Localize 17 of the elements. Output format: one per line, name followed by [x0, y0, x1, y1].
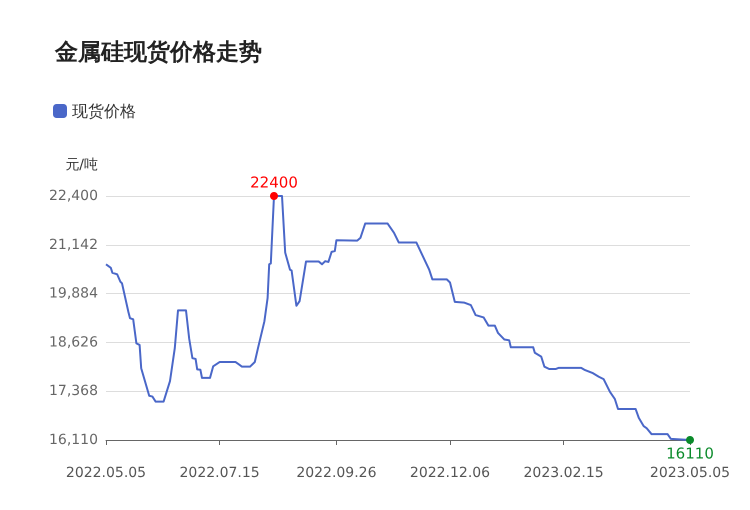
y-axis-title: 元/吨 — [65, 157, 98, 173]
x-tick-label: 2022.09.26 — [296, 465, 377, 481]
x-tick-label: 2022.07.15 — [180, 465, 260, 481]
y-tick-label: 19,884 — [49, 286, 98, 302]
x-tick-label: 2022.12.06 — [410, 465, 490, 481]
x-tick-label: 2023.05.05 — [650, 465, 730, 481]
y-tick-label: 22,400 — [49, 188, 98, 204]
annotation: 16110 — [666, 444, 714, 462]
x-tick-label: 2023.02.15 — [524, 465, 604, 481]
legend-label: 现货价格 — [72, 102, 136, 120]
annotation: 22400 — [250, 174, 298, 192]
x-tick-label: 2022.05.05 — [66, 465, 146, 481]
y-tick-label: 16,110 — [49, 432, 98, 448]
chart-title: 金属硅现货价格走势 — [54, 40, 262, 66]
y-tick-label: 21,142 — [49, 236, 98, 253]
y-tick-label: 18,626 — [49, 334, 98, 350]
y-tick-label: 17,368 — [49, 383, 98, 400]
